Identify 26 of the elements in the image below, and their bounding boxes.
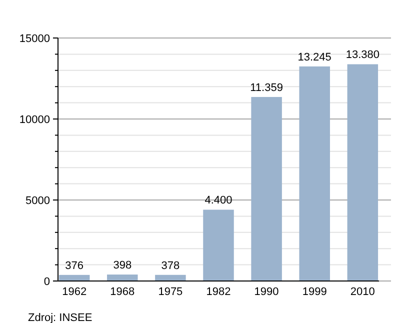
- x-tick-label: 1962: [62, 286, 87, 298]
- data-label: 13.245: [298, 51, 332, 64]
- x-tick-label: 1999: [302, 286, 327, 298]
- x-tick-label: 2010: [350, 286, 375, 298]
- x-tick-label: 1968: [110, 286, 135, 298]
- data-label: 378: [161, 260, 180, 272]
- x-tick-label: 1990: [254, 286, 279, 298]
- bar: [58, 274, 90, 281]
- bar: [203, 210, 234, 281]
- data-label: 13.380: [346, 49, 380, 62]
- text: Zdroj: INSEE: [28, 312, 92, 323]
- data-label: 398: [113, 260, 132, 272]
- bar: [251, 96, 282, 281]
- y-tick-label: 5000: [26, 194, 50, 207]
- data-label: 4.400: [204, 194, 232, 207]
- bar: [107, 274, 138, 281]
- bar: [347, 64, 378, 281]
- bar: [155, 274, 186, 281]
- data-label: 11.359: [250, 82, 283, 94]
- y-tick-label: 0: [44, 276, 50, 288]
- x-tick-label: 1982: [206, 286, 231, 298]
- data-label: 376: [65, 260, 84, 272]
- y-tick-label: 10000: [19, 114, 50, 126]
- bar: [299, 66, 330, 281]
- x-tick-label: 1975: [158, 286, 183, 298]
- y-tick-label: 15000: [19, 32, 50, 45]
